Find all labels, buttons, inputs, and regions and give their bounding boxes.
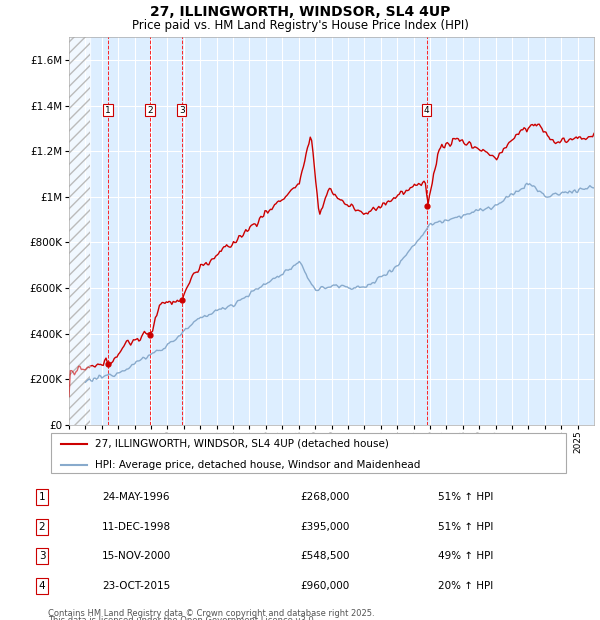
Text: 4: 4 [424, 105, 430, 115]
Text: 20% ↑ HPI: 20% ↑ HPI [438, 581, 493, 591]
FancyBboxPatch shape [50, 433, 566, 473]
Text: HPI: Average price, detached house, Windsor and Maidenhead: HPI: Average price, detached house, Wind… [95, 460, 421, 470]
Text: 15-NOV-2000: 15-NOV-2000 [102, 551, 171, 561]
Text: £268,000: £268,000 [300, 492, 349, 502]
Text: 24-MAY-1996: 24-MAY-1996 [102, 492, 170, 502]
Text: £395,000: £395,000 [300, 521, 349, 531]
Text: 3: 3 [38, 551, 46, 561]
Text: Price paid vs. HM Land Registry's House Price Index (HPI): Price paid vs. HM Land Registry's House … [131, 19, 469, 32]
Text: £548,500: £548,500 [300, 551, 349, 561]
Text: Contains HM Land Registry data © Crown copyright and database right 2025.: Contains HM Land Registry data © Crown c… [48, 609, 374, 618]
Text: £960,000: £960,000 [300, 581, 349, 591]
Text: 2: 2 [38, 521, 46, 531]
Text: This data is licensed under the Open Government Licence v3.0.: This data is licensed under the Open Gov… [48, 616, 316, 620]
Bar [69, 37, 91, 425]
Text: 4: 4 [38, 581, 46, 591]
Text: 1: 1 [38, 492, 46, 502]
Text: 2: 2 [147, 105, 153, 115]
Text: 3: 3 [179, 105, 185, 115]
Bar [69, 37, 91, 425]
Text: 27, ILLINGWORTH, WINDSOR, SL4 4UP: 27, ILLINGWORTH, WINDSOR, SL4 4UP [150, 5, 450, 19]
Text: 1: 1 [105, 105, 111, 115]
Text: 49% ↑ HPI: 49% ↑ HPI [438, 551, 493, 561]
Text: 27, ILLINGWORTH, WINDSOR, SL4 4UP (detached house): 27, ILLINGWORTH, WINDSOR, SL4 4UP (detac… [95, 438, 389, 448]
Text: 23-OCT-2015: 23-OCT-2015 [102, 581, 170, 591]
Text: 11-DEC-1998: 11-DEC-1998 [102, 521, 171, 531]
Text: 51% ↑ HPI: 51% ↑ HPI [438, 492, 493, 502]
Text: 51% ↑ HPI: 51% ↑ HPI [438, 521, 493, 531]
